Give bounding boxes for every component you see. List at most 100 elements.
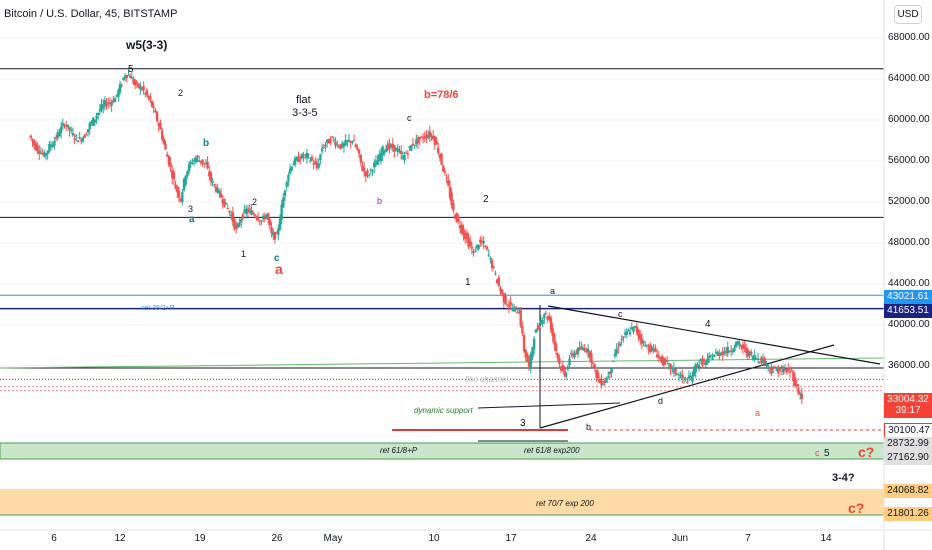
candle-body — [36, 145, 39, 152]
triangle-lower-line — [539, 344, 835, 429]
candle-body — [777, 366, 780, 374]
candle-body — [110, 102, 113, 106]
candle-body — [100, 104, 103, 111]
candle-body — [285, 181, 288, 187]
candle-body — [519, 310, 522, 327]
b-ratio-label: b=78/6 — [424, 89, 459, 101]
candle-body — [697, 364, 701, 368]
candle-body — [120, 84, 123, 86]
candle-body — [569, 352, 573, 355]
candle-body — [184, 175, 187, 185]
candle-body — [580, 346, 583, 349]
candle-body — [201, 159, 204, 164]
y-tick-label: 52000.00 — [888, 196, 930, 207]
candle-body — [381, 146, 384, 156]
x-tick-label: 6 — [51, 533, 57, 544]
candle-body — [155, 112, 159, 122]
candle-body — [623, 332, 627, 335]
candle-body — [51, 144, 54, 148]
candle-body — [405, 152, 408, 154]
candle-body — [778, 370, 782, 372]
candle-body — [728, 351, 731, 353]
candle-body — [123, 75, 127, 79]
candle-body — [750, 352, 753, 355]
candle-body — [367, 174, 371, 176]
candle-body — [86, 129, 90, 133]
candle-body — [600, 378, 603, 386]
candle-body — [93, 119, 97, 123]
candle-body — [462, 228, 465, 235]
fibo-channel-line — [0, 357, 885, 369]
candle-body — [268, 219, 272, 226]
candle-body — [389, 144, 393, 147]
candle-body — [61, 123, 65, 126]
x-tick-label: 24 — [585, 533, 597, 544]
candle-body — [706, 358, 709, 363]
candle-body — [132, 78, 135, 84]
candle-body — [546, 316, 549, 320]
candle-body — [640, 338, 644, 344]
candle-body — [431, 135, 435, 140]
price-tag: 41653.51 — [884, 304, 932, 318]
candle-body — [659, 356, 662, 360]
candle-body — [460, 224, 463, 233]
candle-body — [140, 88, 144, 91]
candle-body — [403, 154, 406, 161]
candle-body — [78, 137, 81, 139]
candle-body — [305, 152, 309, 158]
candle-body — [755, 358, 758, 360]
candle-body — [465, 232, 469, 239]
wave-34-label: 3-4? — [832, 472, 855, 484]
candle-body — [605, 378, 608, 383]
wave-3-label: 3 — [520, 418, 526, 429]
candle-body — [489, 258, 492, 260]
candle-body — [154, 110, 157, 113]
candle-body — [679, 377, 682, 379]
candle-body — [364, 171, 368, 177]
candle-body — [160, 130, 164, 140]
candle-body — [581, 348, 585, 350]
candle-body — [206, 161, 209, 169]
candle-body — [41, 153, 44, 155]
candle-body — [278, 219, 282, 230]
price-tag: 24068.82 — [884, 484, 932, 498]
candle-body — [265, 214, 268, 219]
candle-body — [766, 364, 770, 367]
wave-b-purple-label: b — [377, 196, 383, 206]
candle-body — [576, 347, 580, 355]
candle-body — [80, 139, 83, 142]
candle-body — [369, 169, 373, 171]
candle-body — [437, 147, 440, 154]
candle-body — [783, 369, 787, 371]
wave-title-label: w5(3-3) — [126, 38, 168, 52]
candle-body — [399, 150, 403, 154]
candle-body — [743, 346, 746, 348]
candle-body — [48, 143, 51, 152]
candle-body — [642, 341, 645, 343]
candle-body — [192, 160, 196, 162]
candle-body — [309, 160, 312, 162]
candle-body — [362, 167, 366, 172]
candle-body — [558, 358, 561, 364]
candle-body — [529, 353, 532, 370]
candle-body — [426, 135, 430, 138]
candle-body — [475, 244, 479, 248]
candle-body — [127, 74, 130, 76]
candle-body — [670, 367, 674, 369]
fibo-channel-label: fibo channel — [465, 375, 509, 384]
wave-b-low-label: b — [586, 422, 592, 432]
candle-body — [91, 117, 95, 126]
candle-body — [197, 160, 201, 162]
candle-body — [339, 144, 342, 149]
candle-body — [741, 344, 745, 349]
candle-body — [266, 213, 270, 221]
price-tag: 39:17 — [884, 404, 932, 418]
currency-button[interactable]: USD — [894, 5, 922, 24]
candle-body — [575, 352, 578, 354]
candle-body — [401, 156, 405, 159]
candle-body — [182, 178, 186, 191]
candle-body — [342, 143, 346, 147]
candle-body — [724, 352, 728, 354]
wave-c-teal-label: c — [274, 253, 280, 264]
